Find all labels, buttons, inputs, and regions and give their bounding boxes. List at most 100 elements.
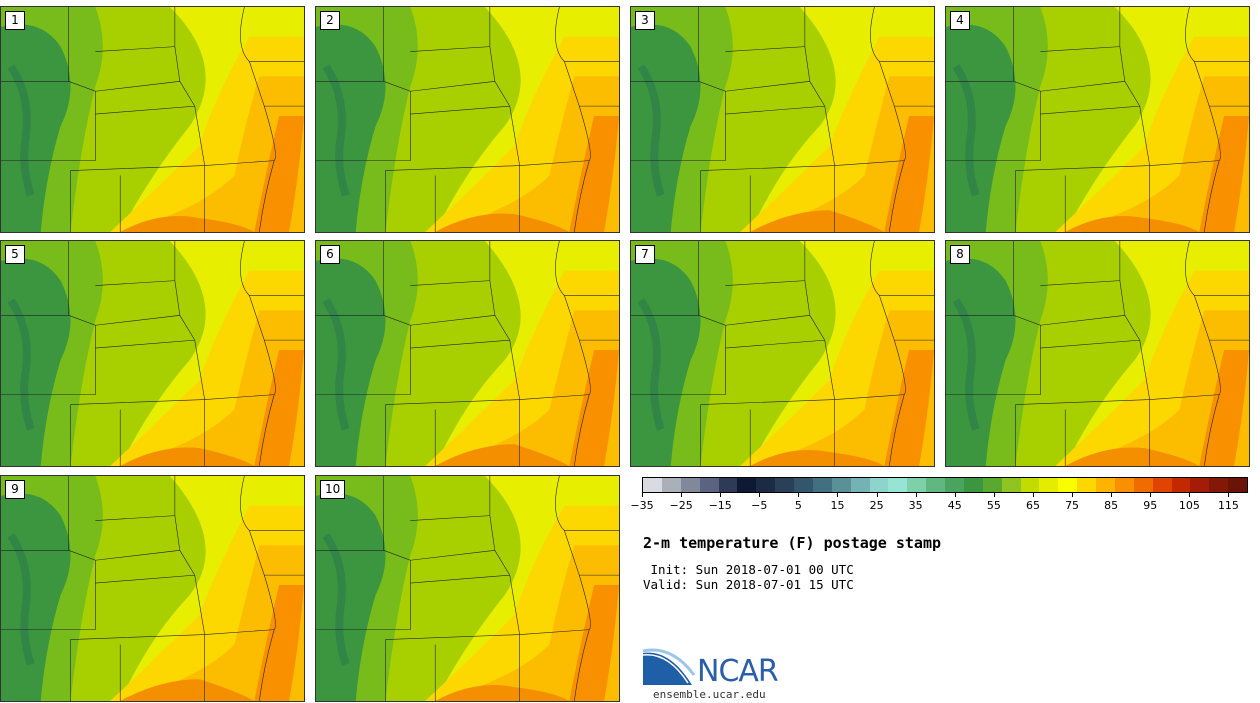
colorbar-swatch (661, 478, 681, 492)
colorbar-tick (759, 493, 761, 497)
temperature-map (316, 7, 619, 232)
member-panel-9: 9 (0, 475, 305, 702)
colorbar-swatch (1209, 478, 1229, 492)
colorbar-tick-label: 105 (1178, 499, 1200, 512)
member-number-label: 5 (5, 245, 25, 264)
colorbar-swatch (680, 478, 700, 492)
colorbar-swatch (737, 478, 757, 492)
member-number-label: 10 (320, 480, 346, 499)
figure-title: 2-m temperature (F) postage stamp (643, 534, 942, 552)
member-number-label: 7 (635, 245, 655, 264)
colorbar-swatch (1096, 478, 1115, 492)
member-panel-7: 7 (630, 240, 935, 467)
colorbar-swatch (850, 478, 870, 492)
temperature-map (316, 241, 619, 466)
colorbar-ticks: −35 −25 −15 −5 5 15 25 35 45 55 65 75 85 95 105 115 (630, 493, 1248, 517)
colorbar-swatch (907, 478, 927, 492)
valid-time: Valid: Sun 2018-07-01 15 UTC (643, 577, 854, 592)
member-panel-5: 5 (0, 240, 305, 467)
colorbar-tick (681, 493, 683, 497)
colorbar-swatch (1020, 478, 1040, 492)
ncar-logo-icon (642, 648, 696, 685)
member-number-label: 9 (5, 480, 25, 499)
member-panel-3: 3 (630, 6, 935, 233)
colorbar-tick (1189, 493, 1191, 497)
ncar-wordmark: NCAR (697, 654, 779, 689)
colorbar-tick (837, 493, 839, 497)
colorbar-swatch (1039, 478, 1059, 492)
colorbar-swatch (1152, 478, 1172, 492)
temperature-map (946, 241, 1249, 466)
colorbar-swatch (1001, 478, 1021, 492)
colorbar-tick (954, 493, 956, 497)
colorbar-swatch (756, 478, 776, 492)
colorbar-tick-label: 45 (947, 499, 962, 512)
init-time: Init: Sun 2018-07-01 00 UTC (643, 562, 854, 577)
colorbar-swatch (926, 478, 945, 492)
colorbar-swatch (1190, 478, 1210, 492)
colorbar-tick-label: 75 (1065, 499, 1080, 512)
colorbar-swatch (888, 478, 908, 492)
colorbar-tick (720, 493, 722, 497)
temperature-map (1, 241, 304, 466)
colorbar-swatch (718, 478, 738, 492)
colorbar-tick (915, 493, 917, 497)
colorbar-tick (1228, 493, 1230, 497)
colorbar-tick (798, 493, 800, 497)
temperature-colorbar (642, 477, 1248, 493)
member-number-label: 6 (320, 245, 340, 264)
temperature-map (631, 7, 934, 232)
member-number-label: 8 (950, 245, 970, 264)
colorbar-swatch (1058, 478, 1078, 492)
colorbar-tick-label: 115 (1217, 499, 1239, 512)
colorbar-swatch (1077, 478, 1096, 492)
colorbar-swatch (1228, 478, 1247, 492)
colorbar-tick (1111, 493, 1113, 497)
member-number-label: 4 (950, 11, 970, 30)
colorbar-swatch (945, 478, 964, 492)
colorbar-swatch (1171, 478, 1191, 492)
temperature-map (631, 241, 934, 466)
colorbar-tick-label: 65 (1025, 499, 1040, 512)
colorbar-tick-label: 55 (986, 499, 1001, 512)
site-url: ensemble.ucar.edu (653, 688, 766, 701)
temperature-map (946, 7, 1249, 232)
colorbar-tick-label: 5 (794, 499, 802, 512)
temperature-map (316, 476, 619, 701)
colorbar-tick (1032, 493, 1034, 497)
colorbar-tick (876, 493, 878, 497)
member-panel-8: 8 (945, 240, 1250, 467)
colorbar-tick (642, 493, 643, 497)
member-number-label: 1 (5, 11, 25, 30)
member-number-label: 2 (320, 11, 340, 30)
member-panel-6: 6 (315, 240, 620, 467)
temperature-map (1, 476, 304, 701)
colorbar-tick-label: −15 (708, 499, 732, 512)
colorbar-swatch (775, 478, 794, 492)
member-number-label: 3 (635, 11, 655, 30)
colorbar-tick-label: −5 (751, 499, 768, 512)
colorbar-swatch (812, 478, 832, 492)
colorbar-swatch (1133, 478, 1153, 492)
colorbar-tick (1072, 493, 1074, 497)
colorbar-tick-label: −35 (630, 499, 654, 512)
member-panel-10: 10 (315, 475, 620, 702)
colorbar-swatch (982, 478, 1002, 492)
colorbar-tick-label: −25 (669, 499, 693, 512)
member-panel-1: 1 (0, 6, 305, 233)
colorbar-swatch (869, 478, 889, 492)
colorbar-swatch (794, 478, 813, 492)
member-panel-4: 4 (945, 6, 1250, 233)
colorbar-tick (993, 493, 995, 497)
member-panel-2: 2 (315, 6, 620, 233)
colorbar-swatch (643, 478, 662, 492)
colorbar-tick-label: 95 (1143, 499, 1158, 512)
temperature-map (1, 7, 304, 232)
colorbar-tick-label: 15 (830, 499, 845, 512)
colorbar-swatch (831, 478, 851, 492)
colorbar-swatch (699, 478, 719, 492)
colorbar-swatch (1114, 478, 1134, 492)
colorbar-tick (1150, 493, 1152, 497)
colorbar-tick-label: 25 (869, 499, 884, 512)
colorbar-tick-label: 85 (1104, 499, 1119, 512)
